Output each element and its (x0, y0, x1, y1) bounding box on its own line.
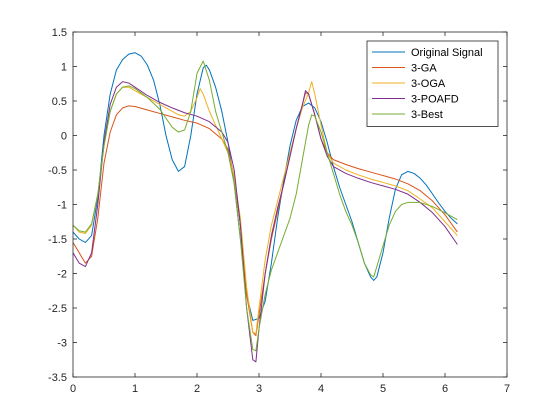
legend-entry: 3-OGA (411, 78, 446, 90)
legend-entry: Original Signal (411, 47, 483, 59)
series-line-3-poafd (72, 81, 458, 363)
x-tick-label: 6 (442, 383, 448, 395)
series-line-3-oga (72, 81, 458, 335)
legend-entry: 3-POAFD (411, 94, 459, 106)
series-line-3-best (72, 60, 458, 352)
series-layer (72, 52, 458, 363)
y-tick-label: -0.5 (48, 165, 67, 177)
y-tick-label: 1.5 (52, 27, 67, 39)
y-tick-label: -3.5 (48, 372, 67, 384)
x-tick-label: 1 (132, 383, 138, 395)
y-tick-label: -2 (57, 269, 67, 281)
x-tick-label: 3 (256, 383, 262, 395)
tick-layer: 0 1 2 3 4 5 6 7 -3.5 -3 -2.5 -2 -1.5 -1 -0.5 0 0.5 1 1.5 (48, 27, 510, 395)
legend: Original Signal 3-GA 3-OGA 3-POAFD 3-Best (366, 40, 499, 127)
y-tick-label: -1.5 (48, 234, 67, 246)
legend-entry: 3-Best (411, 109, 443, 121)
legend-box (366, 40, 499, 127)
x-tick-label: 2 (194, 383, 200, 395)
x-tick-label: 7 (504, 383, 510, 395)
y-tick-label: 0.5 (52, 96, 67, 108)
x-tick-label: 5 (380, 383, 386, 395)
x-tick-label: 4 (318, 383, 324, 395)
legend-entry: 3-GA (411, 63, 437, 75)
series-line-original-signal (72, 52, 458, 321)
y-tick-label: 1 (61, 62, 67, 74)
series-line-3-ga (72, 92, 458, 337)
y-tick-label: -1 (57, 200, 67, 212)
y-tick-label: -3 (57, 338, 67, 350)
y-tick-label: -2.5 (48, 303, 67, 315)
x-tick-label: 0 (70, 383, 76, 395)
y-tick-label: 0 (61, 131, 67, 143)
